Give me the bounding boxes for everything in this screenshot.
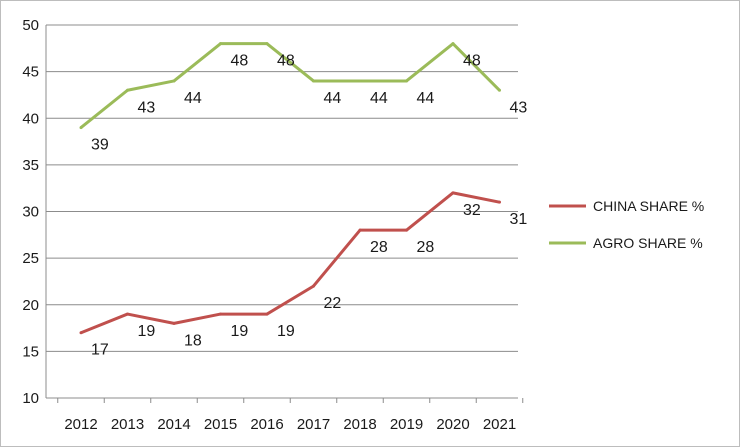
y-tick-label: 50 [22, 17, 39, 34]
data-label: 19 [231, 323, 249, 340]
y-axis: 10 15 20 25 30 35 40 45 50 [22, 17, 47, 407]
y-tick-label: 30 [22, 204, 39, 221]
y-tick-label: 10 [22, 390, 39, 407]
x-tick-label: 2018 [343, 416, 376, 433]
data-point [451, 191, 455, 195]
series-line-agro [80, 42, 501, 129]
y-tick-label: 25 [22, 250, 39, 267]
data-point [498, 200, 501, 204]
x-tick-label: 2013 [111, 416, 144, 433]
x-axis: 2012 2013 2014 2015 2016 2017 2018 2019 2020 2021 [57, 398, 524, 433]
x-tick-label: 2015 [204, 416, 237, 433]
legend-item-china: CHINA SHARE % [549, 198, 704, 214]
legend-label-agro: AGRO SHARE % [593, 235, 703, 251]
legend-label-china: CHINA SHARE % [593, 198, 704, 214]
x-tick-label: 2016 [250, 416, 283, 433]
x-tick-label: 2012 [64, 416, 97, 433]
data-point [312, 79, 315, 83]
y-tick-label: 20 [22, 297, 39, 314]
data-label: 44 [370, 90, 388, 107]
data-label: 48 [231, 53, 249, 70]
data-labels: 17 19 18 19 19 22 28 28 32 31 39 43 44 48 48 44 44 44 48 43 [91, 53, 527, 359]
data-point [79, 126, 83, 130]
data-label: 48 [277, 53, 295, 70]
data-point [498, 88, 501, 92]
data-label: 19 [277, 323, 295, 340]
data-point [405, 79, 408, 83]
x-tick-label: 2020 [436, 416, 469, 433]
data-label: 44 [417, 90, 435, 107]
data-point [126, 88, 129, 92]
data-label: 44 [324, 90, 342, 107]
data-point [219, 312, 222, 316]
legend: CHINA SHARE % AGRO SHARE % [549, 198, 704, 251]
data-point [312, 284, 315, 288]
x-tick-label: 2019 [390, 416, 423, 433]
y-tick-label: 15 [22, 343, 39, 360]
data-label: 43 [510, 99, 528, 116]
legend-item-agro: AGRO SHARE % [549, 235, 703, 251]
data-point [265, 312, 269, 316]
data-point [126, 312, 129, 316]
y-tick-label: 45 [22, 64, 39, 81]
data-label: 28 [417, 239, 435, 256]
series-line-china [80, 191, 500, 335]
data-label: 17 [91, 342, 109, 359]
data-point [358, 79, 362, 83]
data-point [172, 321, 176, 325]
data-point [265, 42, 269, 46]
data-label: 28 [370, 239, 388, 256]
data-point [79, 331, 83, 335]
gridlines [46, 24, 518, 399]
data-label: 39 [91, 137, 109, 154]
data-label: 31 [510, 211, 528, 228]
x-tick-label: 2017 [297, 416, 330, 433]
data-point [358, 228, 362, 232]
data-label: 22 [324, 295, 342, 312]
x-tick-label: 2014 [157, 416, 190, 433]
y-tick-label: 40 [22, 110, 39, 127]
data-label: 43 [138, 99, 156, 116]
data-label: 19 [138, 323, 156, 340]
data-label: 44 [184, 90, 202, 107]
x-tick-label: 2021 [483, 416, 516, 433]
data-point [219, 42, 222, 46]
series-lines [79, 42, 501, 335]
data-label: 48 [463, 53, 481, 70]
data-label: 18 [184, 332, 202, 349]
y-tick-label: 35 [22, 157, 39, 174]
data-point [405, 228, 408, 232]
data-point [172, 79, 176, 83]
data-point [451, 42, 455, 46]
data-label: 32 [463, 202, 481, 219]
